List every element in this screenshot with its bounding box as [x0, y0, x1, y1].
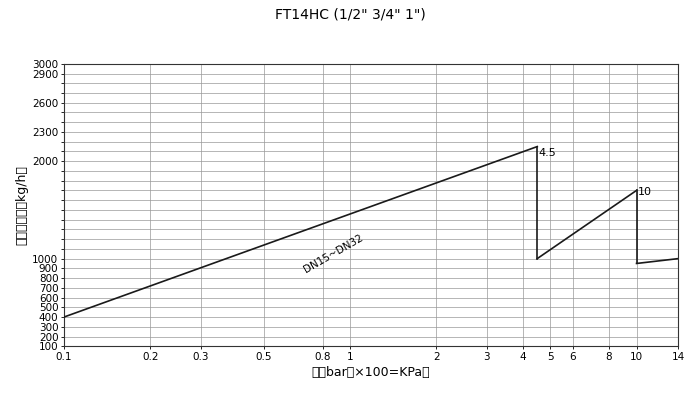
Text: 4.5: 4.5 — [538, 149, 557, 158]
Text: FT14HC (1/2" 3/4" 1"): FT14HC (1/2" 3/4" 1") — [274, 8, 426, 22]
Text: 14: 14 — [0, 393, 1, 394]
Text: 10: 10 — [638, 188, 652, 197]
Text: DN15~DN32: DN15~DN32 — [302, 233, 365, 275]
X-axis label: 压差bar（×100=KPa）: 压差bar（×100=KPa） — [312, 366, 430, 379]
Y-axis label: 冷凝水排量（kg/h）: 冷凝水排量（kg/h） — [15, 165, 28, 245]
